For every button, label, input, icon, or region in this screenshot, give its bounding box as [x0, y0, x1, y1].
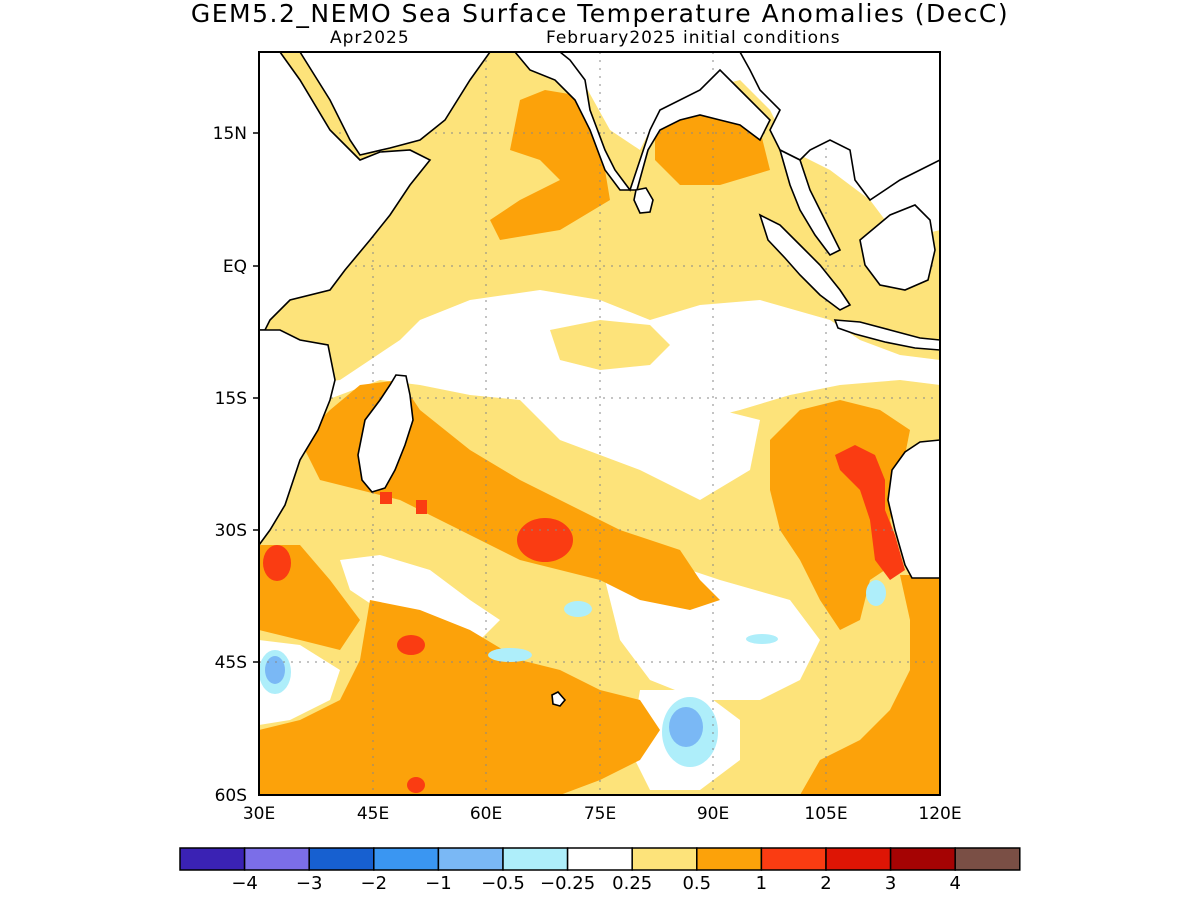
- lon-label-90e: 90E: [697, 804, 729, 824]
- anomaly-field: [259, 52, 940, 795]
- colorbar-swatch: [437, 847, 504, 871]
- anomaly-region-orange-south: [259, 600, 660, 795]
- chart-title: GEM5.2_NEMO Sea Surface Temperature Anom…: [190, 0, 1010, 28]
- colorbar-label: 0.5: [682, 873, 711, 894]
- lon-label-45e: 45E: [357, 804, 389, 824]
- land-africa-southeast: [259, 329, 336, 547]
- lat-label-15n: 15N: [213, 124, 247, 144]
- colorbar-label: −0.25: [540, 873, 595, 894]
- colorbar-label: 0.25: [612, 873, 652, 894]
- coastlines: [259, 52, 940, 707]
- lon-label-105e: 105E: [804, 804, 847, 824]
- colorbar-swatch: [373, 847, 440, 871]
- colorbar-label: −3: [296, 873, 323, 894]
- anomaly-spot-blue-1: [669, 707, 703, 747]
- colorbar-swatch: [179, 847, 246, 871]
- anomaly-region-neutral-1: [520, 395, 760, 500]
- anomaly-spot-lightblue-4: [564, 601, 592, 617]
- land-sri-lanka: [633, 187, 654, 214]
- colorbar-label: 3: [885, 873, 896, 894]
- lat-label-45s: 45S: [215, 653, 247, 673]
- valid-month-label: Apr2025: [330, 28, 410, 48]
- anomaly-spot-lightblue-6: [746, 634, 778, 644]
- colorbar-swatch: [243, 847, 310, 871]
- land-india: [513, 52, 771, 192]
- anomaly-spot-lightblue-3: [866, 580, 886, 606]
- lon-label-75e: 75E: [584, 804, 616, 824]
- land-australia: [887, 439, 940, 579]
- anomaly-spot-red-2: [263, 545, 291, 581]
- colorbar-swatch: [889, 847, 956, 871]
- lat-axis: 15N EQ 15S 30S 45S 60S: [213, 124, 259, 806]
- colorbar-label: −1: [425, 873, 452, 894]
- anomaly-spot-red-3: [397, 635, 425, 655]
- anomaly-region-orange-southeast: [800, 575, 940, 795]
- lon-label-30e: 30E: [243, 804, 275, 824]
- anomaly-region-yellow-central: [550, 320, 670, 370]
- anomaly-spot-red-1: [517, 518, 573, 562]
- colorbar-swatch: [308, 847, 375, 871]
- anomaly-spot-red-4: [407, 777, 425, 793]
- lat-label-eq: EQ: [223, 257, 247, 277]
- colorbar-swatch: [954, 847, 1021, 871]
- plot-frame: [258, 51, 941, 796]
- colorbar-swatch: [631, 847, 698, 871]
- colorbar-swatch: [566, 847, 633, 871]
- land-madagascar: [357, 374, 414, 493]
- colorbar-swatch: [696, 847, 763, 871]
- lon-axis: 30E 45E 60E 75E 90E 105E 120E: [243, 804, 962, 824]
- anomaly-spot-lightblue-5: [488, 648, 532, 662]
- lon-label-60e: 60E: [470, 804, 502, 824]
- colorbar-label: −4: [231, 873, 258, 894]
- lat-label-30s: 30S: [215, 521, 247, 541]
- colorbar-label: 4: [949, 873, 960, 894]
- anomaly-spot-blue-2: [265, 656, 285, 684]
- colorbar-swatch: [825, 847, 892, 871]
- colorbar-label: −2: [361, 873, 388, 894]
- colorbar-swatch: [502, 847, 569, 871]
- anomaly-spot-red-australia: [835, 445, 905, 580]
- land-africa-arabia: [259, 52, 491, 331]
- colorbar-label: −0.5: [481, 873, 525, 894]
- land-sumatra: [758, 213, 852, 311]
- colorbar-label: 1: [756, 873, 767, 894]
- anomaly-spot-red-6: [416, 500, 427, 514]
- lat-label-15s: 15S: [215, 389, 247, 409]
- land-kerguelen: [551, 691, 567, 707]
- colorbar-swatch: [760, 847, 827, 871]
- anomaly-spot-red-5: [380, 492, 392, 504]
- lat-label-60s: 60S: [215, 786, 247, 806]
- land-java: [833, 319, 940, 351]
- colorbar: −4 −3 −2 −1 −0.5 −0.25 0.25 0.5 1 2 3 4: [179, 847, 1021, 894]
- land-malay-peninsula: [778, 148, 842, 257]
- land-southeast-asia: [739, 52, 940, 202]
- initial-conditions-label: February2025 initial conditions: [546, 28, 841, 48]
- land-borneo: [859, 204, 936, 291]
- anomaly-region-orange-arabian: [490, 90, 610, 240]
- lon-label-120e: 120E: [918, 804, 961, 824]
- colorbar-label: 2: [820, 873, 831, 894]
